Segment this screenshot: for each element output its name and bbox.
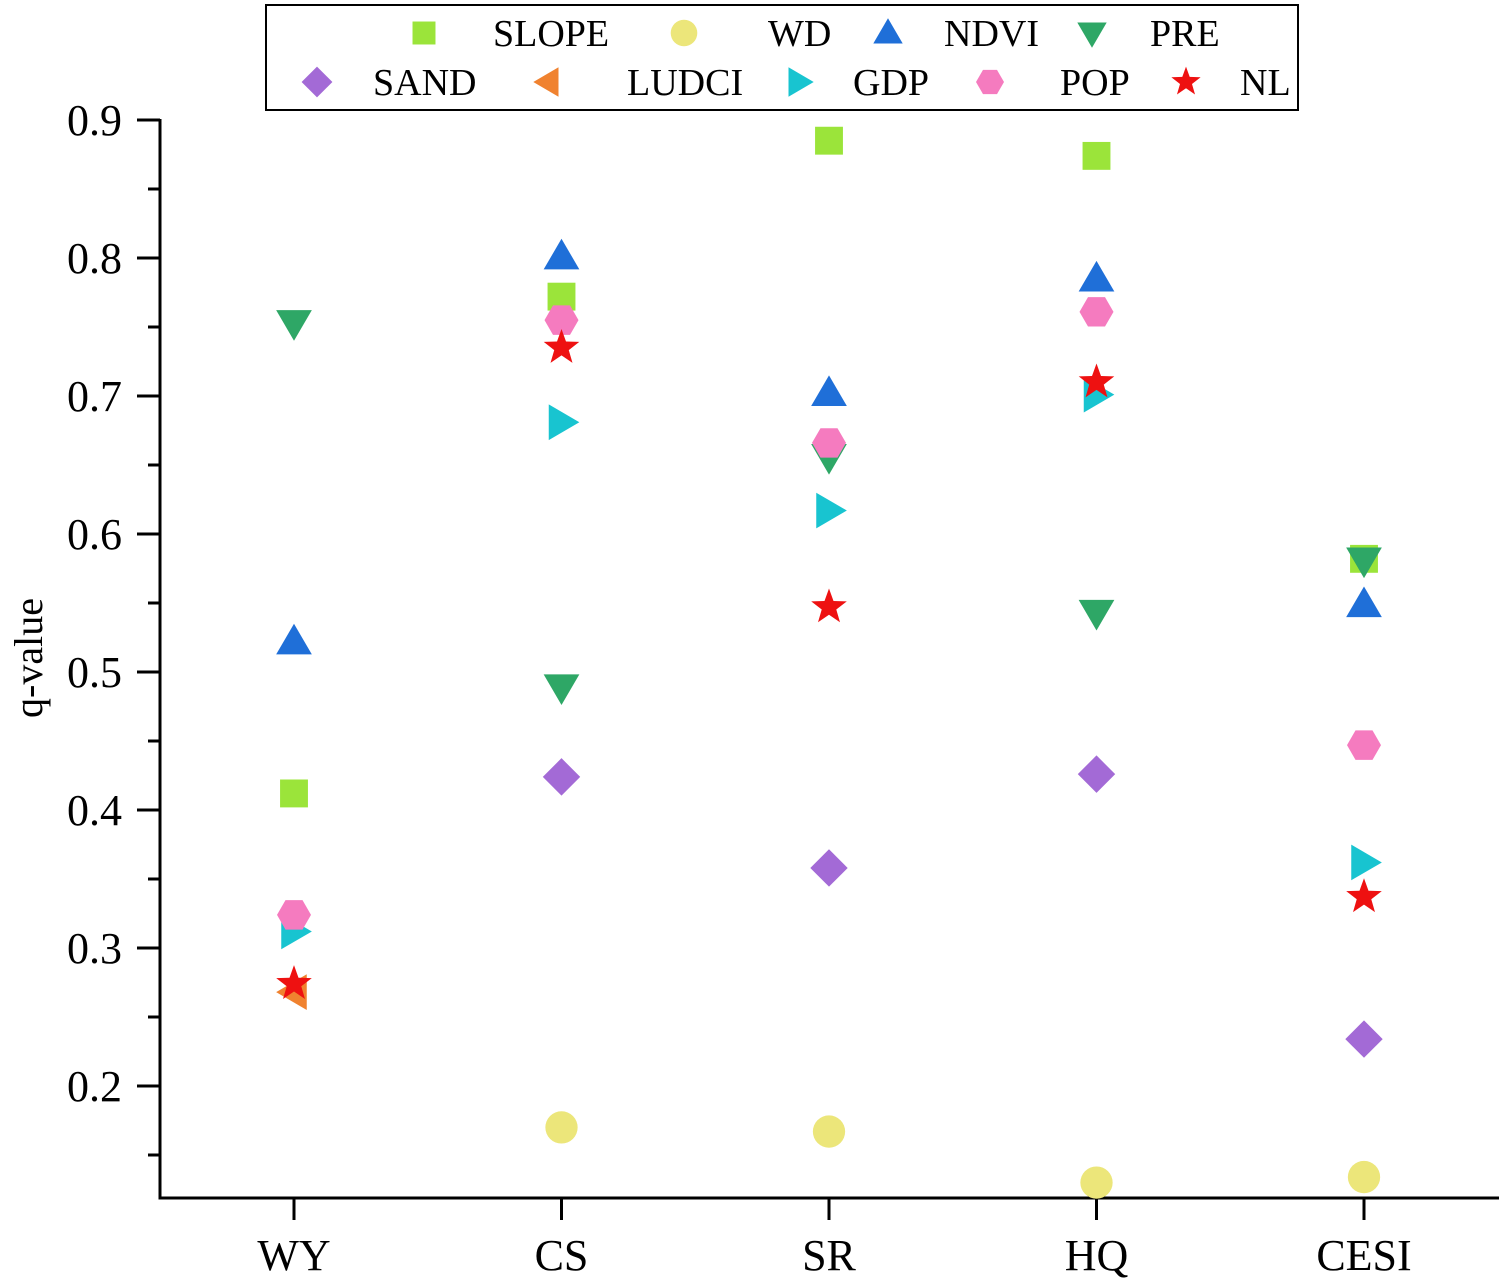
- axes: [158, 119, 1499, 1200]
- legend-label-pop: POP: [1060, 62, 1130, 104]
- legend-marker-slope: [412, 21, 436, 45]
- slope-point-wy: [280, 779, 308, 808]
- pre-point-wy: [276, 310, 312, 341]
- sand-point-sr: [810, 849, 848, 887]
- gdp-point-cs: [548, 404, 580, 441]
- gdp-point-sr: [816, 492, 847, 529]
- legend-marker-sand: [301, 66, 333, 98]
- nl-point-wy: [276, 965, 312, 1000]
- legend-label-pre: PRE: [1150, 13, 1220, 55]
- wd-point-cs: [545, 1111, 578, 1144]
- data-points: [276, 126, 1383, 1199]
- legend-item-wd: WD: [670, 13, 831, 55]
- legend-item-nl: NL: [1171, 62, 1291, 104]
- legend-marker-ndvi: [873, 18, 903, 44]
- legend-item-ndvi: NDVI: [873, 13, 1039, 55]
- y-tick-label: 0.9: [67, 96, 122, 145]
- ndvi-point-sr: [811, 375, 847, 406]
- ndvi-point-cs: [543, 238, 580, 270]
- nl-point-cs: [543, 329, 580, 363]
- legend-item-pop: POP: [976, 62, 1130, 104]
- series-ndvi: [276, 238, 1382, 655]
- pop-point-cesi: [1347, 730, 1381, 760]
- y-tick-label: 0.8: [67, 234, 122, 283]
- legend-label-nl: NL: [1240, 62, 1291, 104]
- x-tick-label: CS: [535, 1231, 589, 1280]
- sand-point-hq: [1077, 755, 1116, 793]
- x-tick-label: HQ: [1065, 1231, 1129, 1280]
- ndvi-point-hq: [1078, 260, 1115, 292]
- legend-marker-ludci: [533, 67, 559, 97]
- slope-point-hq: [1082, 141, 1111, 170]
- legend-marker-pre: [1077, 22, 1107, 48]
- y-tick-label: 0.6: [67, 510, 122, 559]
- legend-item-ludci: LUDCI: [533, 62, 743, 104]
- nl-point-cesi: [1346, 878, 1382, 913]
- nl-point-hq: [1078, 363, 1115, 398]
- y-axis-title: q-value: [6, 598, 51, 718]
- series-sand: [542, 755, 1383, 1058]
- legend-item-pre: PRE: [1077, 13, 1220, 55]
- y-tick-label: 0.5: [67, 648, 122, 697]
- pre-point-cesi: [1346, 547, 1382, 579]
- pre-point-cs: [543, 674, 580, 706]
- legend-item-slope: SLOPE: [412, 13, 609, 55]
- pop-point-sr: [812, 428, 846, 458]
- legend-marker-nl: [1171, 66, 1201, 95]
- legend-label-ndvi: NDVI: [944, 13, 1039, 55]
- legend-marker-gdp: [788, 67, 814, 97]
- y-tick-label: 0.2: [67, 1062, 122, 1111]
- sand-point-cesi: [1345, 1020, 1383, 1058]
- ticks: 0.9 0.8 0.7 0.6 0.5 0.4 0.3 0.2 WY CS SR HQ CESI: [67, 96, 1412, 1280]
- x-tick-label: SR: [802, 1231, 856, 1280]
- wd-point-cesi: [1347, 1160, 1381, 1194]
- y-tick-label: 0.4: [67, 786, 122, 835]
- legend-label-ludci: LUDCI: [627, 62, 743, 104]
- ndvi-point-cesi: [1346, 586, 1382, 618]
- legend-box: [265, 4, 1299, 111]
- legend-marker-wd: [670, 19, 698, 47]
- series-nl: [276, 329, 1382, 1000]
- y-tick-label: 0.7: [67, 372, 122, 421]
- sand-point-cs: [542, 758, 581, 796]
- pre-point-hq: [1078, 599, 1115, 631]
- series-wd: [545, 1111, 1381, 1199]
- legend-item-gdp: GDP: [788, 62, 929, 104]
- wd-point-sr: [812, 1115, 846, 1148]
- legend-marker-pop: [976, 69, 1004, 95]
- x-tick-label: CESI: [1316, 1231, 1411, 1280]
- pop-point-hq: [1079, 297, 1114, 327]
- legend-label-gdp: GDP: [853, 62, 929, 104]
- legend-label-slope: SLOPE: [493, 13, 609, 55]
- slope-point-sr: [815, 126, 843, 155]
- legend-label-wd: WD: [768, 13, 831, 55]
- nl-point-sr: [811, 588, 847, 623]
- y-tick-label: 0.3: [67, 924, 122, 973]
- ndvi-point-wy: [276, 623, 312, 655]
- legend-label-sand: SAND: [373, 62, 476, 104]
- gdp-point-cesi: [1351, 844, 1382, 881]
- pop-point-wy: [277, 900, 311, 930]
- legend-item-sand: SAND: [301, 62, 476, 104]
- pop-point-cs: [544, 305, 579, 335]
- series-pop: [277, 297, 1381, 930]
- wd-point-hq: [1080, 1166, 1113, 1199]
- legend: SLOPE WD NDVI PRE SAND LUDCI GDP POP NL: [265, 4, 1299, 111]
- x-tick-label: WY: [257, 1231, 330, 1280]
